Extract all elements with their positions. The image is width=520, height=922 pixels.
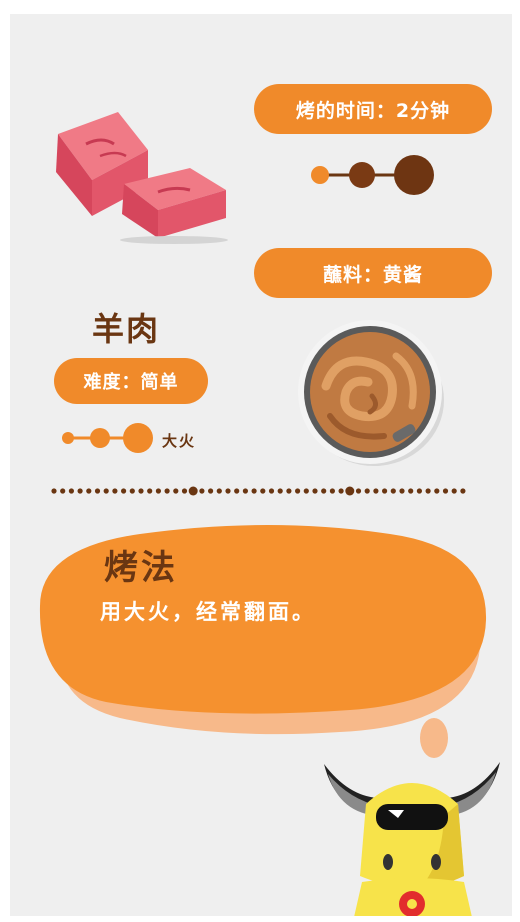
divider-dot xyxy=(147,488,153,494)
divider-dot xyxy=(199,488,205,494)
divider-dot xyxy=(312,488,318,494)
divider-dot xyxy=(355,488,362,494)
divider-dot xyxy=(129,488,135,494)
cooking-time-label: 烤的时间：2分钟 xyxy=(295,99,451,122)
divider-dot xyxy=(173,488,179,494)
divider-dot xyxy=(225,488,231,494)
divider-dot xyxy=(77,488,83,494)
dipping-sauce-pill: 蘸料：黄酱 xyxy=(254,248,492,298)
divider-dot xyxy=(321,488,327,494)
method-text: 用大火，经常翻面。 xyxy=(100,600,316,624)
divider-dot xyxy=(188,486,198,496)
divider-dot xyxy=(86,488,92,494)
cooking-time-pill: 烤的时间：2分钟 xyxy=(254,84,492,134)
heat-level-label: 大火 xyxy=(162,432,197,450)
divider-dot xyxy=(399,488,405,494)
dipping-sauce-label: 蘸料：黄酱 xyxy=(322,263,423,286)
difficulty-label: 难度：简单 xyxy=(83,372,179,393)
divider-dot xyxy=(268,488,275,494)
divider-dot xyxy=(338,488,344,494)
divider-dot xyxy=(329,488,335,494)
divider-dot xyxy=(451,488,457,494)
divider-dot xyxy=(60,488,66,494)
difficulty-pill: 难度：简单 xyxy=(54,358,208,404)
method-blob-background xyxy=(39,525,487,735)
divider-dot xyxy=(390,488,396,494)
divider-dot xyxy=(181,488,188,494)
divider-dot xyxy=(442,488,449,494)
divider-dot xyxy=(286,488,292,494)
lamb-meat-illustration xyxy=(56,112,228,244)
divider-dot xyxy=(425,488,431,494)
divider-dot xyxy=(434,488,440,494)
content-panel: 烤的时间：2分钟 蘸料：黄酱 羊肉 难度：简单 xyxy=(10,14,512,916)
divider-dot xyxy=(164,488,170,494)
divider-dot xyxy=(234,488,240,494)
divider-dot xyxy=(373,488,379,494)
divider-dot xyxy=(216,488,222,494)
divider-dot xyxy=(121,488,127,494)
divider-dot xyxy=(103,488,109,494)
divider-dot xyxy=(138,488,144,494)
bull-mascot xyxy=(324,762,500,916)
divider-dot xyxy=(260,488,266,494)
divider-dot xyxy=(242,488,248,494)
divider-dot xyxy=(295,488,301,494)
divider-dot xyxy=(208,488,214,494)
divider-dot xyxy=(94,488,101,494)
divider-dot xyxy=(345,486,355,496)
sauce-bowl-illustration xyxy=(298,320,444,466)
divider-dot xyxy=(251,488,257,494)
divider-dot xyxy=(416,488,422,494)
heat-level-indicator xyxy=(62,423,153,453)
divider-dot xyxy=(408,488,414,494)
divider-dot xyxy=(277,488,283,494)
divider-dot xyxy=(68,488,74,494)
divider-dot xyxy=(460,488,466,494)
divider-dot xyxy=(382,488,388,494)
divider-dot xyxy=(155,488,161,494)
dotted-divider xyxy=(51,486,466,496)
divider-dot xyxy=(303,488,309,494)
divider-dot xyxy=(112,488,118,494)
thought-bubble-dot xyxy=(420,718,448,758)
meat-name: 羊肉 xyxy=(92,310,161,348)
divider-dot xyxy=(364,488,370,494)
time-progress-indicator xyxy=(311,155,434,195)
method-title: 烤法 xyxy=(104,548,178,588)
divider-dot xyxy=(51,488,57,494)
